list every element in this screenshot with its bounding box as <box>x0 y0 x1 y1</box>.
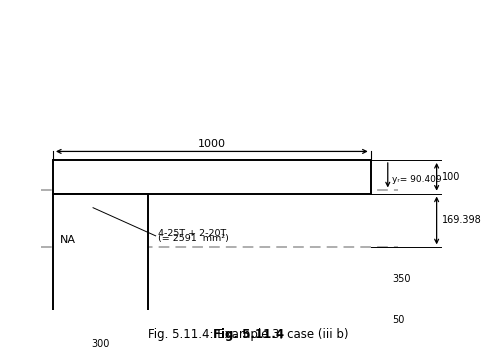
Text: 169.398: 169.398 <box>441 216 481 225</box>
Text: (= 2591  mm²): (= 2591 mm²) <box>158 234 229 243</box>
Text: 1000: 1000 <box>198 139 226 149</box>
Text: yᵣ= 90.409: yᵣ= 90.409 <box>392 175 441 184</box>
Text: 4-25T + 2-20T: 4-25T + 2-20T <box>158 229 226 238</box>
Bar <box>53 160 371 194</box>
Text: 300: 300 <box>91 340 110 349</box>
Text: Fig. 5.11.4: Fig. 5.11.4 <box>213 328 284 341</box>
Text: 100: 100 <box>441 172 460 182</box>
Bar <box>53 194 148 328</box>
Text: NA: NA <box>60 235 77 245</box>
Text: Fig. 5.11.4: Example 3, case (iii b): Fig. 5.11.4: Example 3, case (iii b) <box>148 328 349 341</box>
Text: 50: 50 <box>393 315 405 324</box>
Text: 350: 350 <box>393 274 411 284</box>
